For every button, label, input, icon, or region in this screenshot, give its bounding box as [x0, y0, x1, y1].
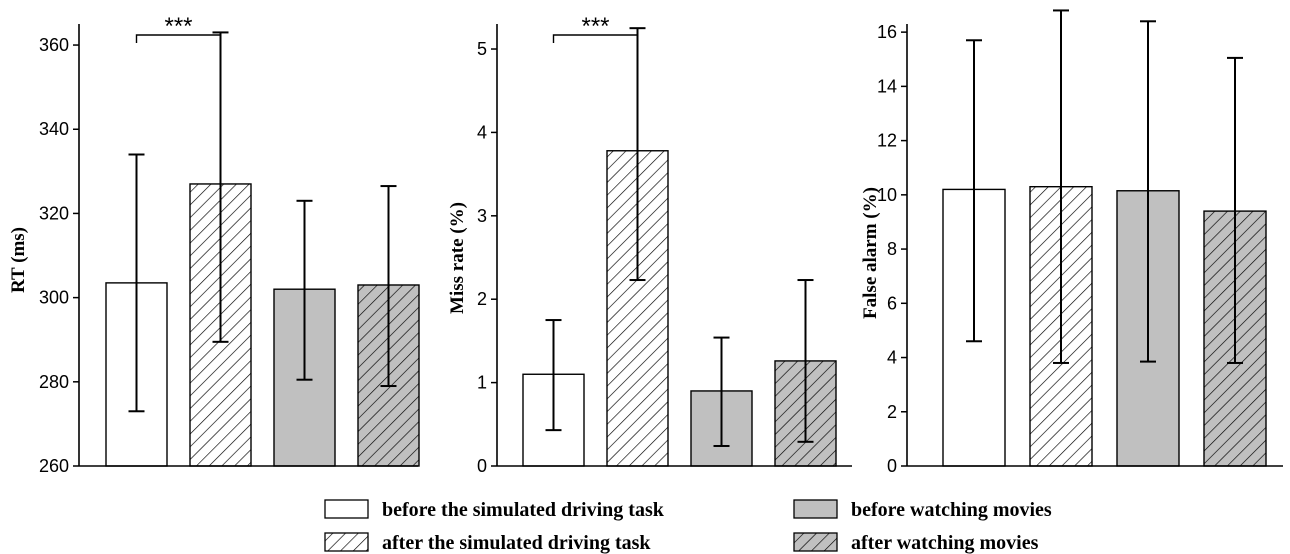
legend-label-after-movies: after watching movies	[851, 532, 1039, 554]
y-tick-label: 4	[887, 348, 897, 368]
y-tick-label: 340	[39, 119, 69, 139]
y-tick-label: 5	[477, 39, 487, 59]
y-tick-label: 0	[887, 456, 897, 476]
y-tick-label: 320	[39, 203, 69, 223]
y-tick-label: 0	[477, 456, 487, 476]
y-tick-label: 360	[39, 35, 69, 55]
y-tick-label: 12	[877, 131, 897, 151]
legend-swatch-before-movies	[793, 499, 838, 519]
chart-panel-1: 260 280 300 320 340 360 RT (ms) ***	[8, 13, 420, 476]
legend-label-before-movies: before watching movies	[851, 499, 1052, 521]
y-tick-label: 14	[877, 76, 897, 96]
chart-panel-3: 0 2 4 6 8 10 12 14 16 False alarm (%)	[860, 9, 1283, 476]
significance-bracket	[135, 34, 222, 43]
y-tick-label: 2	[477, 289, 487, 309]
legend-label-before-driving: before the simulated driving task	[382, 499, 665, 521]
legend-swatch-after-driving	[324, 532, 369, 552]
legend-swatch-after-movies	[793, 532, 838, 552]
significance-label: ***	[164, 13, 192, 40]
significance-label: ***	[581, 13, 609, 40]
y-tick-label: 280	[39, 372, 69, 392]
y-tick-label: 260	[39, 456, 69, 476]
y-tick-label: 2	[887, 402, 897, 422]
y-axis-label: False alarm (%)	[860, 187, 881, 319]
chart-panel-2: 0 1 2 3 4 5 Miss rate (%) ***	[447, 13, 852, 476]
y-tick-label: 1	[477, 373, 487, 393]
significance-bracket	[552, 34, 639, 43]
y-tick-label: 6	[887, 293, 897, 313]
y-axis-label: RT (ms)	[8, 227, 29, 293]
y-tick-label: 4	[477, 122, 487, 142]
y-tick-label: 10	[877, 185, 897, 205]
y-tick-label: 3	[477, 206, 487, 226]
y-axis-label: Miss rate (%)	[447, 202, 468, 314]
legend: before the simulated driving task after …	[324, 499, 1052, 554]
y-tick-label: 8	[887, 239, 897, 259]
legend-label-after-driving: after the simulated driving task	[382, 532, 651, 554]
y-tick-label: 16	[877, 22, 897, 42]
y-tick-label: 300	[39, 288, 69, 308]
legend-swatch-before-driving	[324, 499, 369, 519]
